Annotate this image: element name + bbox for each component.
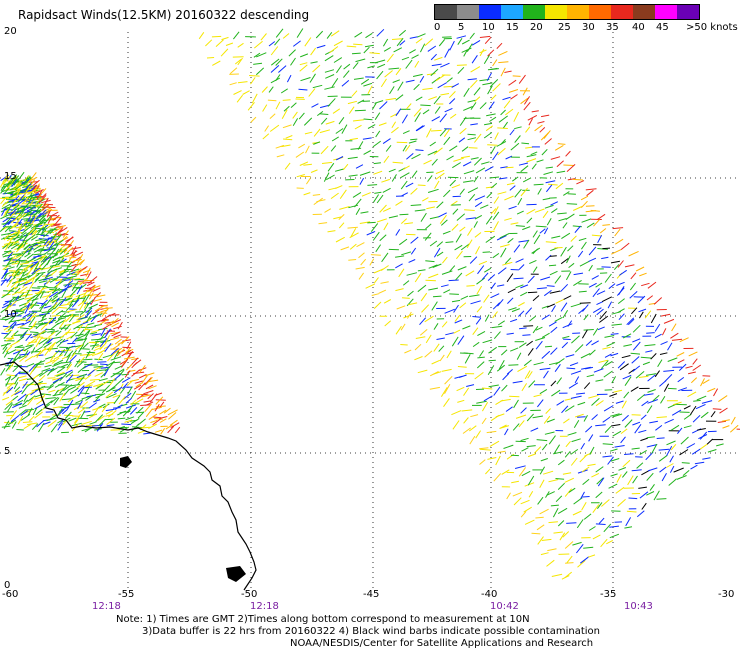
footnote: Note: 1) Times are GMT 2)Times along bot… — [116, 614, 530, 625]
legend-swatch — [501, 5, 523, 19]
legend-swatch — [545, 5, 567, 19]
wind-speed-legend: 0 5 10 15 20 25 30 35 40 45 >50 knots — [434, 4, 740, 34]
legend-label: 25 — [558, 22, 571, 33]
x-tick-label: -60 — [2, 589, 19, 600]
legend-swatch — [633, 5, 655, 19]
legend-swatch — [479, 5, 501, 19]
map-title: Rapidsact Winds(12.5KM) 20160322 descend… — [18, 8, 310, 22]
legend-label: 20 — [530, 22, 543, 33]
legend-swatch — [567, 5, 589, 19]
pass-time: 12:18 — [250, 601, 279, 612]
lat-lon-grid — [0, 32, 740, 592]
wind-swaths — [0, 28, 740, 580]
pass-time: 10:42 — [490, 601, 519, 612]
legend-swatch — [457, 5, 479, 19]
x-tick-label: -50 — [241, 589, 258, 600]
legend-label: 40 — [632, 22, 645, 33]
legend-label: 15 — [506, 22, 519, 33]
legend-swatch — [611, 5, 633, 19]
legend-label: 5 — [458, 22, 465, 33]
coast-islands — [120, 456, 246, 582]
x-tick-label: -45 — [363, 589, 380, 600]
legend-swatch — [589, 5, 611, 19]
x-tick-label: -55 — [118, 589, 135, 600]
y-tick-label: 5 — [4, 446, 11, 457]
footnote: 3)Data buffer is 22 hrs from 20160322 4)… — [142, 626, 600, 637]
legend-swatch — [677, 5, 699, 19]
legend-color-bar — [434, 4, 700, 20]
legend-label: >50 knots — [686, 22, 738, 33]
legend-label: 10 — [482, 22, 495, 33]
x-tick-label: -40 — [481, 589, 498, 600]
pass-time: 12:18 — [92, 601, 121, 612]
coastline — [0, 361, 257, 591]
x-tick-label: -35 — [600, 589, 617, 600]
y-tick-label: 15 — [4, 171, 17, 182]
legend-swatch — [655, 5, 677, 19]
y-tick-label: 20 — [4, 26, 17, 37]
legend-labels: 0 5 10 15 20 25 30 35 40 45 >50 knots — [434, 20, 740, 34]
legend-swatch — [523, 5, 545, 19]
x-tick-label: -30 — [718, 589, 735, 600]
legend-label: 35 — [606, 22, 619, 33]
y-tick-label: 10 — [4, 309, 17, 320]
pass-time: 10:43 — [624, 601, 653, 612]
footnote: NOAA/NESDIS/Center for Satellite Applica… — [290, 638, 594, 649]
legend-label: 30 — [582, 22, 595, 33]
legend-label: 0 — [434, 22, 441, 33]
y-tick-label: 0 — [4, 580, 11, 591]
legend-label: 45 — [656, 22, 669, 33]
legend-swatch — [435, 5, 457, 19]
